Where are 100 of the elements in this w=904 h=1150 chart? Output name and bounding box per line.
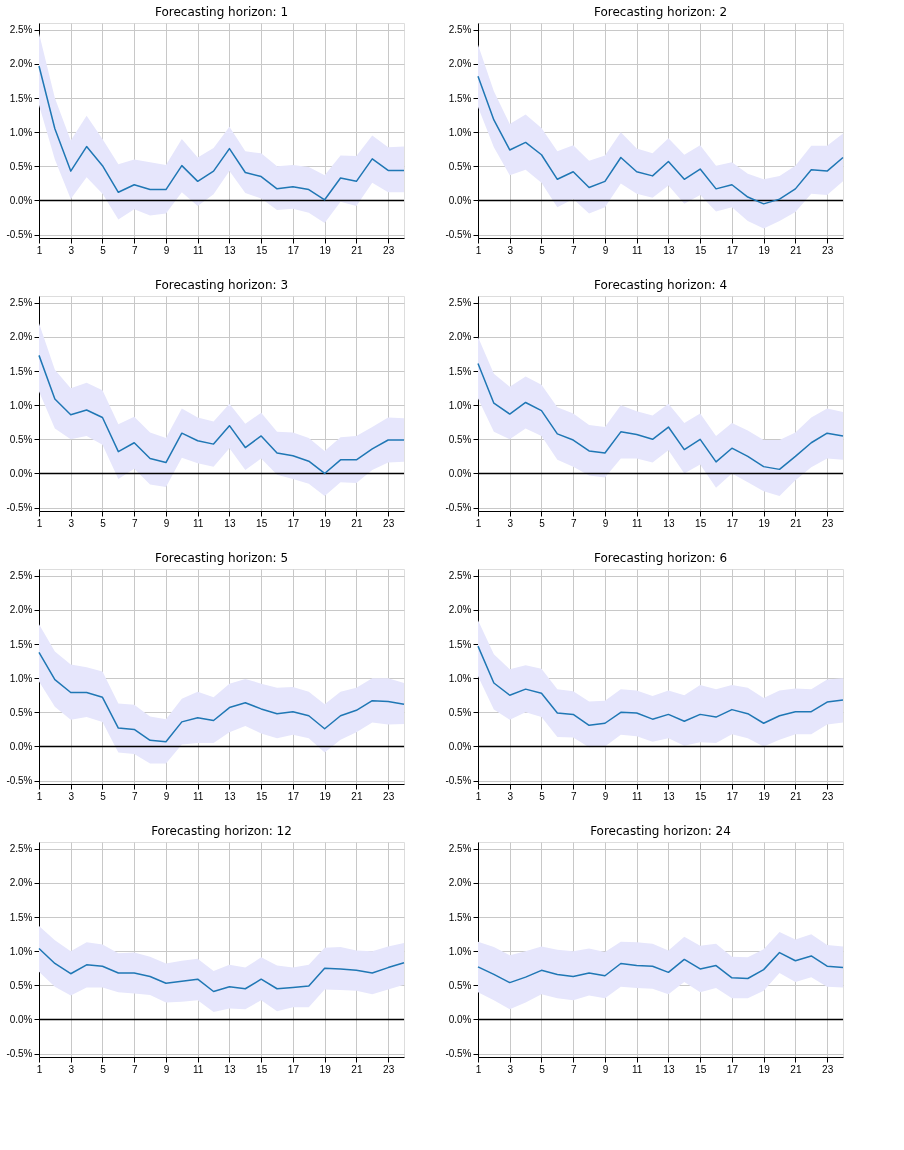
y-tick-label: 0.5% (9, 433, 33, 445)
x-tick-label: 21 (790, 1063, 802, 1075)
x-tick-label: 17 (287, 244, 300, 256)
x-tick-label: 11 (632, 244, 643, 256)
y-tick-label: 1.0% (9, 672, 33, 684)
x-tick-label: 11 (193, 1063, 204, 1075)
y-tick-label: 2.5% (9, 24, 33, 36)
x-tick-label: 7 (570, 1063, 577, 1075)
x-tick-label: 15 (256, 790, 268, 802)
x-tick-label: 3 (507, 517, 514, 529)
line-series (38, 947, 405, 993)
x-tick-label: 9 (163, 517, 170, 529)
x-tick-label: 11 (193, 244, 204, 256)
x-tick-label: 7 (131, 790, 138, 802)
x-tick-label: 17 (726, 517, 739, 529)
chart-title: Forecasting horizon: 24 (590, 824, 731, 838)
line-series (38, 354, 405, 475)
x-tick-label: 23 (383, 790, 395, 802)
y-tick-label: 1.5% (9, 365, 33, 377)
x-tick-label: 23 (383, 1063, 395, 1075)
chart-title: Forecasting horizon: 6 (593, 551, 728, 565)
x-tick-label: 9 (602, 1063, 609, 1075)
x-tick-label: 5 (539, 244, 546, 256)
x-tick-label: 15 (695, 1063, 707, 1075)
x-tick-label: 15 (256, 244, 268, 256)
x-tick-label: 13 (224, 244, 236, 256)
y-tick-label: 1.5% (448, 638, 472, 650)
x-tick-label: 19 (319, 790, 332, 802)
x-tick-label: 11 (193, 790, 204, 802)
x-tick-label: 5 (539, 517, 546, 529)
chart-title: Forecasting horizon: 3 (154, 278, 289, 292)
x-tick-label: 9 (163, 244, 170, 256)
y-tick-label: 1.5% (448, 92, 472, 104)
y-tick-label: 2.0% (448, 58, 472, 70)
x-tick-label: 11 (193, 517, 204, 529)
y-tick-label: 0.0% (9, 467, 33, 479)
x-tick-label: 17 (287, 1063, 300, 1075)
x-tick-label: 1 (36, 1063, 43, 1075)
x-tick-label: 23 (822, 790, 834, 802)
y-tick-label: 0.0% (448, 740, 472, 752)
y-tick-label: 2.0% (448, 331, 472, 343)
y-tick-label: 2.5% (9, 570, 33, 582)
x-tick-label: 23 (822, 244, 834, 256)
y-tick-label: 2.0% (9, 58, 33, 70)
x-tick-label: 13 (224, 1063, 236, 1075)
x-tick-label: 21 (351, 244, 363, 256)
x-tick-label: 11 (632, 517, 643, 529)
x-tick-label: 7 (131, 244, 138, 256)
x-tick-label: 19 (319, 244, 332, 256)
x-tick-label: 21 (351, 517, 363, 529)
y-tick-label: 1.0% (448, 945, 472, 957)
y-tick-label: 0.5% (9, 706, 33, 718)
x-tick-label: 17 (287, 790, 300, 802)
y-tick-label: -0.5% (6, 775, 33, 787)
y-tick-label: 0.5% (448, 706, 472, 718)
x-tick-label: 3 (507, 790, 514, 802)
x-tick-label: 7 (570, 790, 577, 802)
x-tick-label: 17 (726, 790, 739, 802)
y-tick-label: 1.0% (9, 399, 33, 411)
x-tick-label: 21 (790, 244, 802, 256)
x-tick-label: 1 (36, 244, 43, 256)
y-tick-label: 0.0% (448, 467, 472, 479)
x-tick-label: 19 (758, 244, 771, 256)
x-tick-label: 1 (475, 517, 482, 529)
chart-title: Forecasting horizon: 5 (154, 551, 289, 565)
y-tick-label: -0.5% (445, 775, 472, 787)
y-tick-label: 2.5% (448, 570, 472, 582)
y-tick-label: 1.5% (448, 911, 472, 923)
x-tick-label: 13 (663, 244, 675, 256)
x-tick-label: 23 (822, 517, 834, 529)
y-tick-label: -0.5% (6, 1048, 33, 1060)
x-tick-label: 1 (475, 244, 482, 256)
x-tick-label: 9 (602, 517, 609, 529)
line-series (38, 651, 405, 743)
y-tick-label: 2.0% (9, 877, 33, 889)
x-tick-label: 5 (100, 1063, 107, 1075)
x-tick-label: 9 (163, 790, 170, 802)
x-tick-label: 3 (507, 1063, 514, 1075)
y-tick-label: 1.0% (448, 672, 472, 684)
x-tick-label: 5 (539, 790, 546, 802)
y-tick-label: 0.0% (448, 194, 472, 206)
x-tick-label: 17 (726, 1063, 739, 1075)
x-tick-label: 13 (224, 790, 236, 802)
x-tick-label: 21 (790, 790, 802, 802)
y-tick-label: 2.0% (448, 604, 472, 616)
y-tick-label: 1.5% (9, 911, 33, 923)
y-tick-label: 0.0% (9, 194, 33, 206)
y-tick-label: 1.5% (9, 92, 33, 104)
x-tick-label: 13 (663, 517, 675, 529)
chart-title: Forecasting horizon: 1 (154, 5, 289, 19)
x-tick-label: 11 (632, 1063, 643, 1075)
line-series (477, 645, 844, 727)
y-tick-label: 0.5% (9, 979, 33, 991)
y-tick-label: 0.5% (448, 160, 472, 172)
x-tick-label: 9 (602, 790, 609, 802)
x-tick-label: 19 (319, 517, 332, 529)
chart-title: Forecasting horizon: 12 (151, 824, 292, 838)
chart-title: Forecasting horizon: 2 (593, 5, 728, 19)
y-tick-label: 0.0% (9, 1013, 33, 1025)
x-tick-label: 21 (790, 517, 802, 529)
